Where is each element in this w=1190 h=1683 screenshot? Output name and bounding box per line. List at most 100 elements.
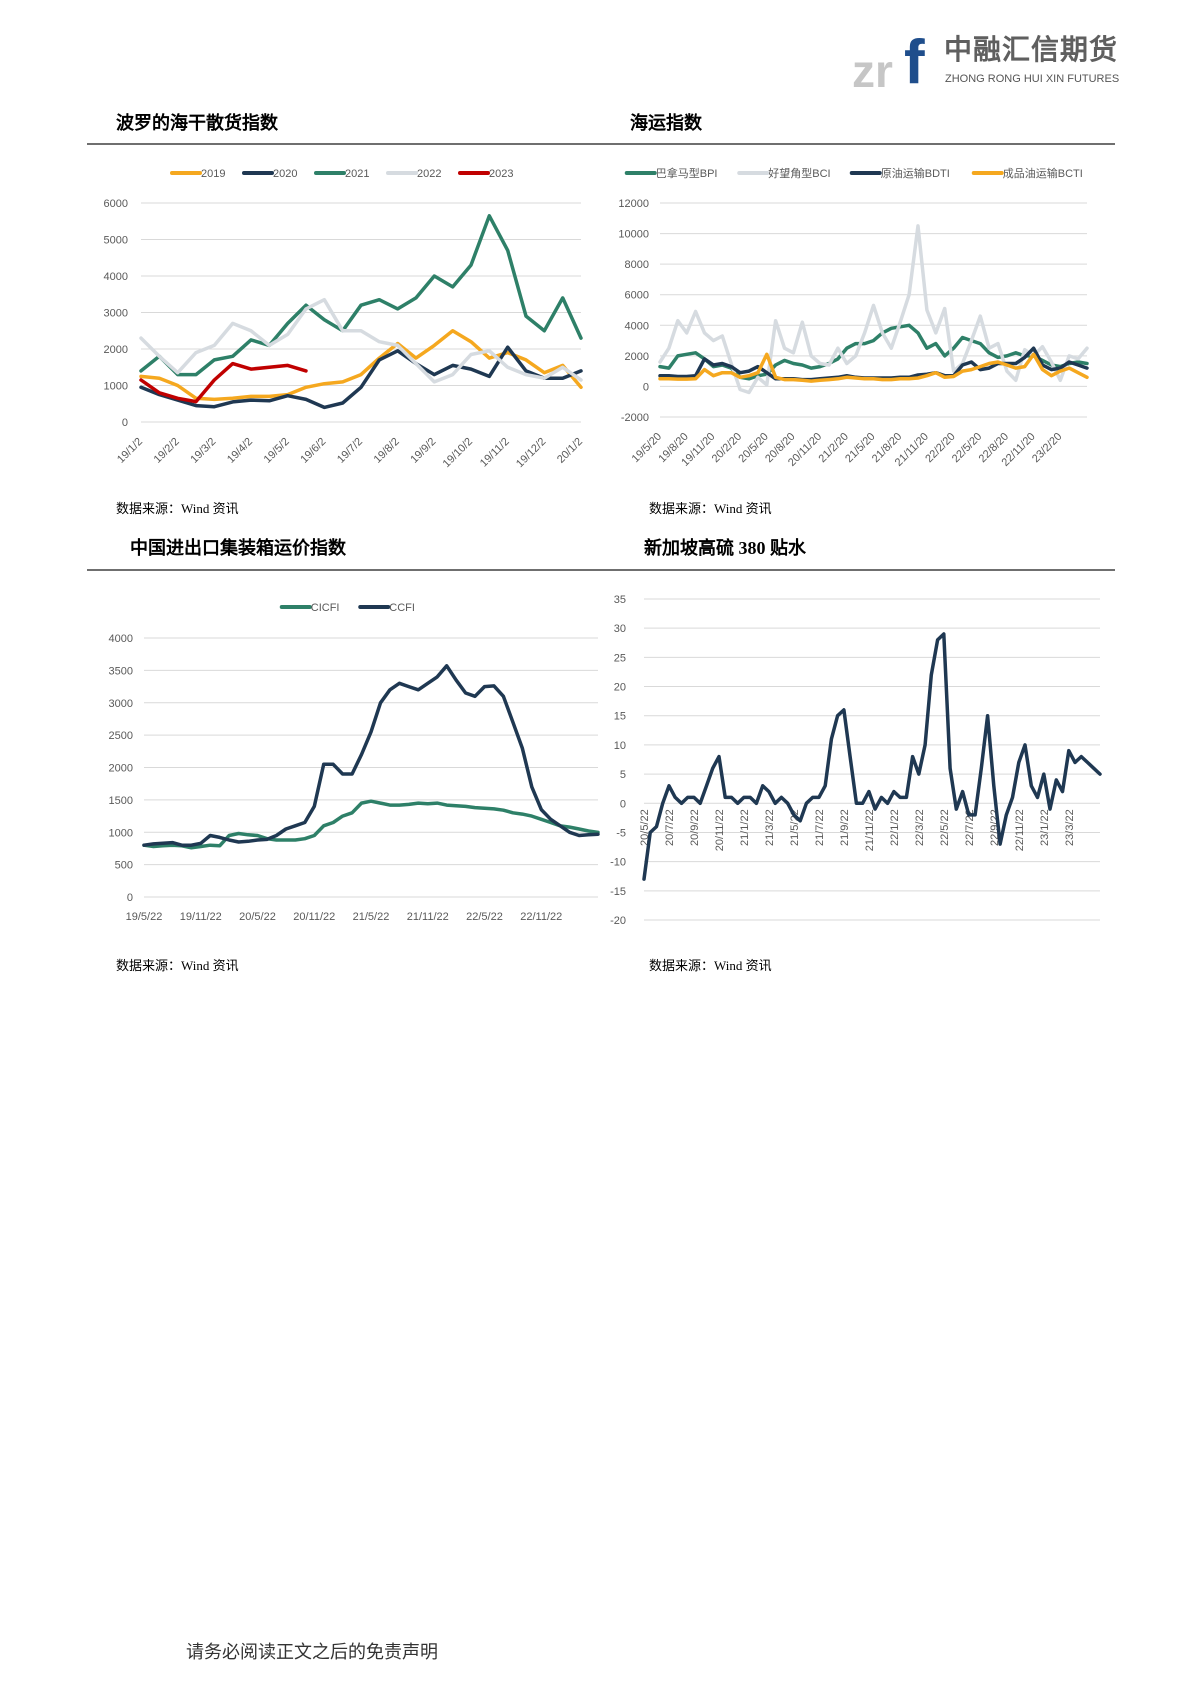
x-tick-label: 20/1/2 [555,436,585,466]
x-tick-label: 22/11/22 [1014,809,1026,851]
y-tick-label: 3500 [109,665,133,677]
y-tick-label: 2000 [625,351,649,363]
section-divider-bottom [87,569,1115,571]
y-tick-label: 6000 [104,198,128,210]
y-tick-label: 12000 [618,198,649,210]
legend-item: 2023 [458,168,513,180]
legend-item: CICFI [279,602,340,614]
legend-item: 原油运输BDTI [849,166,950,180]
series-line-CICFI [142,799,600,850]
legend-item: 2019 [170,168,225,180]
x-tick-label: 19/11/22 [180,911,222,923]
logo-mark-f: f [904,28,925,97]
y-tick-label: -15 [610,886,626,898]
x-tick-label: 19/8/2 [372,436,402,466]
y-tick-label: 0 [122,417,128,429]
x-tick-label: 22/11/22 [520,911,562,923]
series-line-1 [642,632,1102,881]
legend-label: 2023 [489,168,513,180]
y-tick-label: 2000 [104,344,128,356]
y-tick-label: 8000 [625,259,649,271]
legend-label: 2021 [345,168,369,180]
section-divider-top [87,143,1115,145]
y-tick-label: -10 [610,857,626,869]
x-tick-label: 21/5/22 [353,911,390,923]
x-tick-label: 23/3/22 [1064,809,1076,846]
x-tick-label: 22/3/22 [914,809,926,846]
x-tick-label: 23/2/20 [1030,431,1064,465]
x-tick-label: 20/11/22 [714,809,726,851]
disclaimer-footer: 请务必阅读正文之后的免责声明 [186,1642,438,1662]
x-tick-label: 19/3/2 [188,436,218,466]
x-tick-label: 20/9/22 [689,809,701,846]
y-tick-label: -20 [610,915,626,927]
container-index-title: 中国进出口集装箱运价指数 [130,538,346,558]
legend-label: CICFI [311,602,340,614]
source-note-container: 数据来源：Wind 资讯 [116,958,239,973]
x-tick-label: 22/5/22 [939,809,951,846]
x-tick-label: 21/11/22 [407,911,449,923]
y-tick-label: 6000 [625,290,649,302]
source-note-bdi: 数据来源：Wind 资讯 [116,501,239,516]
y-tick-label: 5000 [104,235,128,247]
legend-label: 成品油运输BCTI [1003,166,1083,180]
legend-item: 2021 [314,168,369,180]
x-tick-label: 21/1/22 [739,809,751,846]
y-tick-label: 1000 [109,827,133,839]
x-tick-label: 22/7/22 [964,809,976,846]
singapore-380-title: 新加坡高硫 380 贴水 [644,538,806,558]
y-tick-label: 2000 [109,763,133,775]
series-line-成品油运输BCTI [658,352,1089,383]
x-tick-label: 19/5/22 [126,911,163,923]
shipping-index-title: 海运指数 [630,113,702,133]
y-tick-label: 20 [614,682,626,694]
series-line-2019 [139,329,583,402]
y-tick-label: 0 [643,381,649,393]
series-line-CCFI [142,664,600,847]
legend-item: CCFI [358,602,415,614]
series-line-好望角型BCI [658,224,1089,395]
series-line-2023 [139,361,308,404]
chart-3: 0 500 1000 1500 2000 2500 3000 3500 4000 19/5/22 1… [109,602,600,923]
x-tick-label: 21/9/22 [839,809,851,846]
y-tick-label: 1000 [104,381,128,393]
x-tick-label: 23/1/22 [1039,809,1051,846]
y-tick-label: 0 [127,892,133,904]
series-line-2021 [139,214,583,377]
y-tick-label: -2000 [621,412,649,424]
x-tick-label: 21/11/22 [864,809,876,851]
x-tick-label: 20/5/22 [239,911,276,923]
x-tick-label: 19/5/2 [262,436,292,466]
x-tick-label: 19/7/2 [335,436,365,466]
legend-label: 2022 [417,168,441,180]
series-line-2020 [139,345,583,410]
legend-item: 2020 [242,168,297,180]
y-tick-label: 3000 [109,698,133,710]
company-logo: zr f 中融汇信期货 ZHONG RONG HUI XIN FUTURES [852,28,1122,95]
y-tick-label: 10 [614,740,626,752]
y-tick-label: 35 [614,594,626,606]
x-tick-label: 19/11/2 [478,436,512,470]
logo-chinese-name: 中融汇信期货 [944,33,1119,66]
y-tick-label: 3000 [104,308,128,320]
x-tick-label: 19/2/2 [152,436,182,466]
y-tick-label: 30 [614,623,626,635]
legend-item: 好望角型BCI [737,166,831,180]
y-tick-label: 5 [620,769,626,781]
x-tick-label: 20/7/22 [664,809,676,846]
y-tick-label: 25 [614,652,626,664]
x-tick-label: 22/1/22 [889,809,901,846]
y-tick-label: 4000 [625,320,649,332]
x-tick-label: 21/3/22 [764,809,776,846]
x-tick-label: 19/10/2 [441,436,475,470]
y-tick-label: 15 [614,711,626,723]
series-line-2022 [139,297,583,384]
x-tick-label: 19/1/2 [115,436,145,466]
legend-label: CCFI [389,602,415,614]
x-tick-label: 19/12/2 [514,436,548,470]
x-tick-label: 19/4/2 [225,436,255,466]
legend-label: 原油运输BDTI [881,166,950,180]
